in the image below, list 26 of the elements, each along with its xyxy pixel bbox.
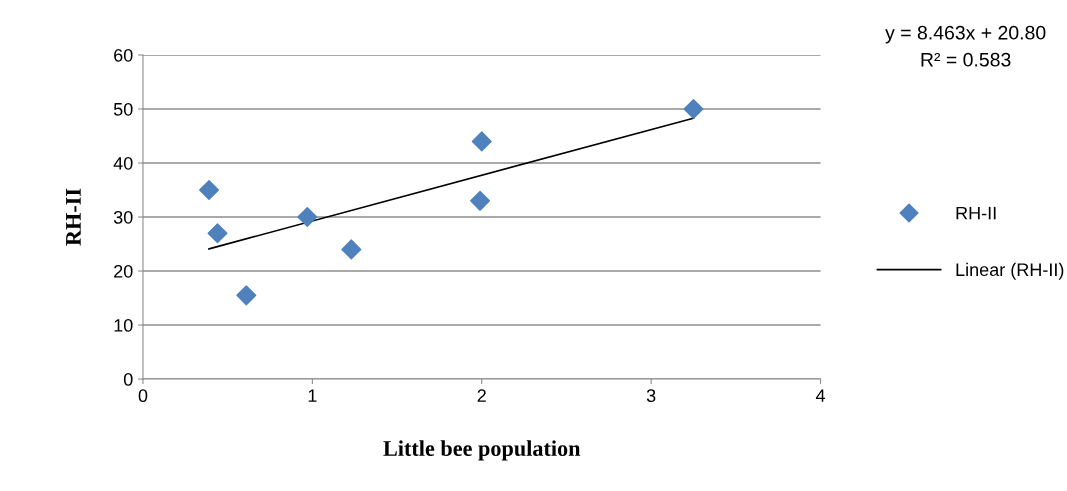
- point: [683, 98, 704, 120]
- text: R² = 0.583: [921, 52, 1011, 67]
- y-tick-label: 10: [114, 318, 133, 332]
- x-tick-label: 3: [646, 389, 656, 403]
- point: [199, 180, 220, 201]
- point: [207, 223, 228, 244]
- y-tick-label: 30: [113, 210, 133, 224]
- legend-label: RH-II: [956, 206, 996, 220]
- y-tick-label: 0: [123, 372, 133, 386]
- point: [471, 131, 492, 152]
- point: [470, 190, 491, 211]
- x-tick-label: 0: [138, 389, 148, 403]
- y-tick-label: 20: [114, 264, 133, 278]
- y-tick-label: 50: [113, 102, 133, 116]
- legend-label: Linear (RH-II): [956, 262, 1064, 280]
- y-axis-title: RH-II: [66, 188, 81, 246]
- point: [341, 239, 362, 260]
- point: [297, 207, 318, 228]
- x-tick-label: 1: [308, 389, 317, 402]
- text: y = 8.463x + 20.80: [885, 25, 1046, 44]
- point: [236, 285, 257, 306]
- x-axis-title: Little bee population: [383, 440, 581, 461]
- y-tick-label: 40: [113, 156, 133, 170]
- x-tick-label: 2: [477, 389, 486, 402]
- x-tick-label: 4: [815, 389, 826, 402]
- y-tick-label: 60: [114, 48, 133, 62]
